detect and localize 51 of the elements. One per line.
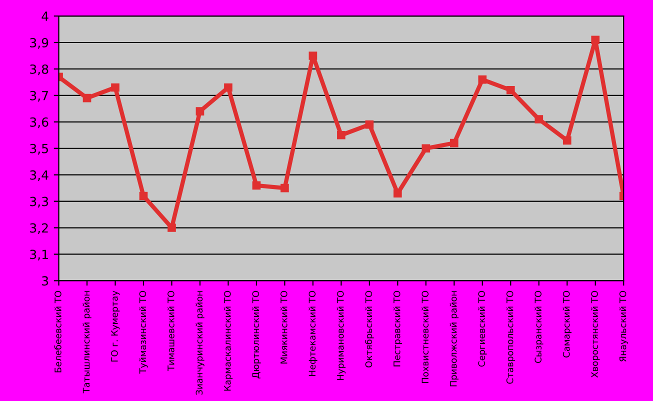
- point: [591, 36, 600, 44]
- y-tick-label: 3,3: [30, 196, 48, 208]
- y-tick-label: 3,9: [30, 38, 48, 49]
- x-tick-label: Миякинский ТО: [280, 290, 288, 364]
- x-tick-label: Приволжский район: [450, 291, 459, 386]
- y-tick-label: 3,5: [30, 144, 48, 155]
- x-tick-label: Пестравский ТО: [393, 290, 402, 366]
- point: [111, 83, 120, 92]
- point: [168, 224, 176, 232]
- point: [337, 130, 346, 140]
- x-tick-label: Октябрьский ТО: [364, 290, 374, 368]
- x-tick-label: Самарский ТО: [562, 290, 572, 358]
- point: [450, 138, 458, 148]
- x-tick-label: Кармаскалинский ТО: [224, 290, 233, 391]
- point: [506, 86, 515, 94]
- x-tick-label: Сызранский ТО: [534, 290, 544, 363]
- y-tick-label: 3: [42, 276, 48, 286]
- x-tick-label: Татышлинский район: [82, 291, 92, 394]
- point: [280, 184, 289, 192]
- x-tick-label: Нуримановский ТО: [336, 290, 346, 380]
- y-tick-label: 4: [42, 12, 48, 21]
- y-tick-label: 3,1: [30, 250, 48, 260]
- x-tick-label: Тимашевский ТО: [167, 290, 174, 371]
- point: [365, 120, 374, 129]
- x-tick-label: Сергиевский ТО: [478, 290, 487, 367]
- x-tick-label: Дюртюлинский ТО: [252, 290, 261, 378]
- point: [252, 181, 261, 190]
- x-tick-label: Нефтекамский ТО: [308, 290, 318, 376]
- y-tick-label: 3,2: [30, 223, 48, 234]
- point: [82, 94, 92, 102]
- y-tick-label: 3,7: [30, 90, 48, 102]
- point: [478, 75, 487, 84]
- x-tick-label: Ставропольский ТО: [506, 290, 516, 384]
- point: [422, 144, 430, 153]
- point: [308, 52, 318, 60]
- y-tick-label: 3,8: [30, 64, 48, 76]
- point: [224, 83, 232, 92]
- y-tick-label: 3,4: [30, 170, 48, 182]
- x-tick-label: Похвистневский ТО: [422, 290, 429, 384]
- y-tick-label: 3,6: [30, 117, 48, 128]
- point: [562, 136, 572, 145]
- point: [139, 192, 148, 200]
- x-tick-label: Зианчуринский район: [196, 291, 204, 395]
- x-tick-label: Туймазинский ТО: [139, 290, 148, 374]
- point: [196, 107, 204, 116]
- x-tick-label: Белебеевский ТО: [54, 290, 62, 372]
- x-tick-label: Хворостянский ТО: [591, 290, 600, 378]
- x-tick-label: Янаульский ТО: [619, 290, 628, 362]
- x-tick-label: ГО г. Кумертау: [111, 290, 120, 362]
- point: [534, 115, 544, 124]
- point: [394, 189, 402, 198]
